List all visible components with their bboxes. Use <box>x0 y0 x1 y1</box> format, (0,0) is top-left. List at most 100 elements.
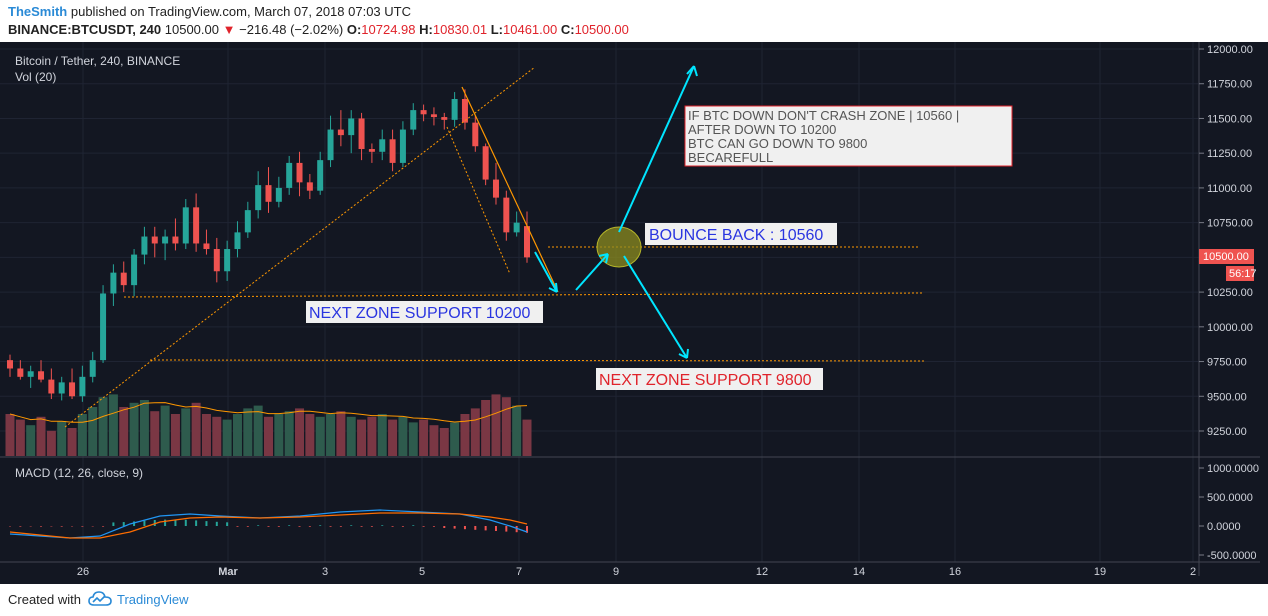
candle-body <box>472 122 479 147</box>
price-tick-label: 9750.00 <box>1207 357 1247 369</box>
volume-bar <box>139 400 149 456</box>
macd-hist-bar <box>164 519 167 526</box>
macd-hist-bar <box>205 521 208 526</box>
volume-bar <box>26 425 36 456</box>
bounce-label: BOUNCE BACK : 10560 <box>649 227 823 244</box>
macd-hist-bar <box>453 526 456 529</box>
open-label: O: <box>346 22 362 37</box>
macd-hist-bar <box>40 526 43 527</box>
macd-hist-bar <box>226 522 229 526</box>
support-10200-label-box[interactable]: NEXT ZONE SUPPORT 10200 <box>306 301 543 323</box>
macd-hist-bar <box>505 526 508 532</box>
candle-body <box>441 117 448 120</box>
volume-bar <box>88 407 98 456</box>
candle-body <box>503 197 510 233</box>
candle-body <box>368 149 375 152</box>
volume-bar <box>346 416 356 456</box>
bounce-label-box[interactable]: BOUNCE BACK : 10560 <box>645 223 837 245</box>
macd-hist-bar <box>329 526 332 527</box>
down-triangle-icon: ▼ <box>222 22 236 37</box>
signal-line <box>9 512 528 539</box>
candle-body <box>69 382 76 397</box>
macd-hist-bar <box>112 522 115 526</box>
time-tick-label: 19 <box>1094 566 1106 578</box>
arrow-down-1 <box>534 251 558 293</box>
volume-bar <box>429 425 439 456</box>
support-10200-line <box>123 292 923 298</box>
macd-hist-bar <box>494 526 497 531</box>
volume-bar <box>222 419 232 456</box>
author-link[interactable]: TheSmith <box>8 4 68 19</box>
volume-bar <box>388 419 398 456</box>
macd-tick-label: -500.0000 <box>1207 550 1257 562</box>
high-value: 10830.01 <box>432 22 488 37</box>
macd-hist-bar <box>267 526 270 527</box>
candle-body <box>513 222 520 233</box>
note-box[interactable]: IF BTC DOWN DON'T CRASH ZONE | 10560 | A… <box>684 105 1013 167</box>
high-label: H: <box>419 22 433 37</box>
price-tick-label: 10750.00 <box>1207 218 1253 230</box>
header-line-2: BINANCE:BTCUSDT, 240 10500.00 ▼ −216.48 … <box>8 22 629 37</box>
macd-hist-bar <box>122 522 125 526</box>
note-line-3: BTC CAN GO DOWN TO 9800 <box>688 136 867 151</box>
macd-hist-bar <box>474 526 477 530</box>
time-tick-label: 2 <box>1190 566 1196 578</box>
arrow-up-target <box>618 65 698 233</box>
candle-body <box>193 207 200 244</box>
chart-canvas[interactable]: 12000.00 11750.00 11500.00 11250.00 11000.00… <box>0 42 1268 584</box>
header-line-1: TheSmith published on TradingView.com, M… <box>8 4 411 19</box>
macd-hist-bar <box>236 526 239 527</box>
candle-body <box>317 160 324 191</box>
bounce-label-frame <box>645 223 837 245</box>
price-axis[interactable] <box>1199 42 1260 576</box>
candle-body <box>151 236 158 244</box>
price-tick-label: 11500.00 <box>1207 113 1252 125</box>
candle-body <box>265 185 272 202</box>
candle-body <box>141 236 148 255</box>
chart-background <box>0 42 1268 584</box>
candle-body <box>327 129 334 161</box>
candle-body <box>348 118 355 136</box>
support-9800-label-box[interactable]: NEXT ZONE SUPPORT 9800 <box>596 368 823 390</box>
price-tick-label: 12000.00 <box>1207 44 1253 56</box>
candle-body <box>430 114 437 118</box>
price-tick-label: 11250.00 <box>1207 148 1252 160</box>
volume-bars <box>5 394 532 456</box>
candle-body <box>389 139 396 163</box>
macd-hist-bar <box>308 526 311 527</box>
support-10200-frame <box>306 301 543 323</box>
candle-body <box>275 187 282 202</box>
volume-bar <box>305 414 315 456</box>
volume-bar <box>408 422 418 456</box>
candle-body <box>286 162 293 188</box>
macd-hist-bar <box>246 526 249 527</box>
upper-falling-trendline <box>461 86 559 293</box>
volume-bar <box>512 405 522 456</box>
time-tick-label: 16 <box>949 566 961 578</box>
macd-hist-bar <box>143 520 146 526</box>
candle-body <box>379 139 386 152</box>
candle-body <box>420 110 427 115</box>
candle-body <box>224 249 231 272</box>
note-box-frame <box>684 105 1013 167</box>
candle-body <box>451 99 458 120</box>
volume-bar <box>264 416 273 456</box>
volume-bar <box>108 394 118 456</box>
main-pane-title: Bitcoin / Tether, 240, BINANCE <box>15 54 180 68</box>
price-tick-label: 9500.00 <box>1207 391 1247 403</box>
volume-bar <box>201 414 211 456</box>
volume-bar <box>150 411 160 456</box>
macd-hist-bar <box>60 526 63 527</box>
candle-body <box>79 376 86 397</box>
lower-falling-trendline <box>446 126 511 275</box>
candle-body <box>482 146 489 180</box>
macd-pane-title: MACD (12, 26, close, 9) <box>15 466 143 480</box>
support-9800-frame <box>596 368 823 390</box>
volume-bar <box>170 414 180 456</box>
support-9800-line <box>149 359 925 362</box>
tradingview-link[interactable]: TradingView <box>117 592 189 607</box>
candle-body <box>358 118 365 150</box>
tradingview-cloud-icon[interactable] <box>88 590 112 611</box>
candle-body <box>524 226 530 258</box>
created-with-text: Created with <box>8 592 81 607</box>
